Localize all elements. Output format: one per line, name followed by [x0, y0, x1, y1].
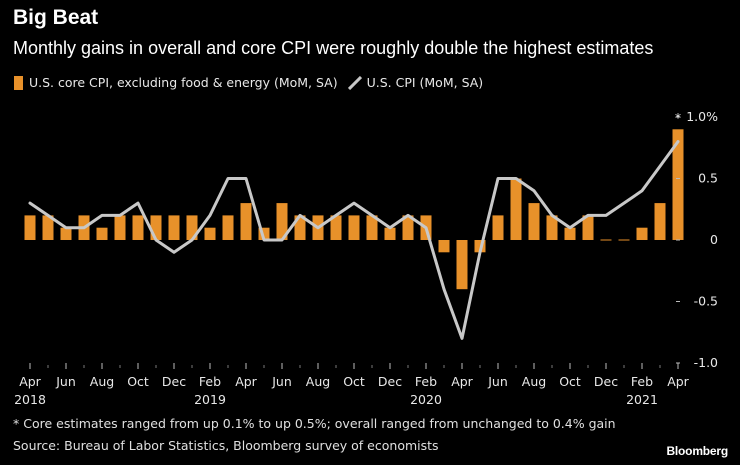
- core-cpi-bar: [510, 178, 522, 240]
- core-cpi-bar: [114, 215, 126, 240]
- core-cpi-bar: [636, 227, 648, 240]
- core-cpi-bar: [240, 203, 252, 240]
- core-cpi-bar: [294, 215, 306, 240]
- x-tick-year-label: 2021: [626, 392, 658, 407]
- core-cpi-bar: [528, 203, 540, 240]
- core-cpi-bar: [366, 215, 378, 240]
- core-cpi-bar: [654, 203, 666, 240]
- x-tick-label: Apr: [451, 374, 473, 389]
- core-cpi-bar: [402, 215, 414, 240]
- x-tick-label: Feb: [415, 374, 437, 389]
- legend-core-label: U.S. core CPI, excluding food & energy (…: [29, 75, 338, 90]
- core-cpi-bar: [132, 215, 144, 240]
- core-cpi-bar: [96, 227, 108, 240]
- x-tick-label: Apr: [667, 374, 689, 389]
- core-cpi-bar: [546, 215, 558, 240]
- core-cpi-bar: [348, 215, 360, 240]
- chart-title: Big Beat: [13, 6, 99, 29]
- x-tick-label: Aug: [90, 374, 114, 389]
- x-tick-year-label: 2020: [410, 392, 442, 407]
- x-tick-label: Aug: [306, 374, 330, 389]
- x-tick-label: Dec: [162, 374, 186, 389]
- core-cpi-bar: [438, 240, 450, 253]
- y-tick-label: 1.0%: [686, 109, 718, 124]
- x-tick-label: Jun: [271, 374, 292, 389]
- legend-cpi-label: U.S. CPI (MoM, SA): [366, 75, 484, 90]
- core-cpi-bar: [258, 227, 270, 240]
- core-cpi-bar: [222, 215, 234, 240]
- x-tick-label: Jun: [487, 374, 508, 389]
- y-tick-label: -1.0: [694, 355, 718, 370]
- core-cpi-bar: [384, 227, 396, 240]
- x-tick-label: Oct: [127, 374, 149, 389]
- chart-legend: U.S. core CPI, excluding food & energy (…: [14, 75, 483, 90]
- footnote: * Core estimates ranged from up 0.1% to …: [13, 416, 616, 431]
- source-note: Source: Bureau of Labor Statistics, Bloo…: [13, 438, 439, 453]
- x-tick-year-label: 2019: [194, 392, 226, 407]
- core-cpi-bar: [330, 215, 342, 240]
- core-cpi-bar: [600, 239, 612, 241]
- y-tick-label: 0: [710, 232, 718, 247]
- x-tick-year-label: 2018: [14, 392, 46, 407]
- x-tick-label: Apr: [19, 374, 41, 389]
- core-cpi-bar: [42, 215, 54, 240]
- x-tick-label: Apr: [235, 374, 257, 389]
- core-cpi-bar: [60, 227, 72, 240]
- core-cpi-bar: [168, 215, 180, 240]
- core-cpi-bar: [204, 227, 216, 240]
- core-cpi-bar: [276, 203, 288, 240]
- core-cpi-bar: [618, 239, 630, 241]
- x-tick-label: Oct: [559, 374, 581, 389]
- y-tick-label: -0.5: [694, 294, 718, 309]
- core-cpi-bar: [186, 215, 198, 240]
- core-cpi-bar: [672, 129, 684, 240]
- bloomberg-logo: Bloomberg: [666, 444, 728, 458]
- chart-subtitle: Monthly gains in overall and core CPI we…: [13, 38, 654, 58]
- x-tick-label: Dec: [594, 374, 618, 389]
- cpi-line: [28, 140, 680, 340]
- x-tick-label: Oct: [343, 374, 365, 389]
- core-cpi-bar: [150, 215, 162, 240]
- legend-cpi-swatch: [347, 75, 362, 90]
- core-cpi-bar: [456, 240, 468, 290]
- core-cpi-bar: [24, 215, 36, 240]
- core-cpi-bar: [564, 227, 576, 240]
- x-tick-label: Dec: [378, 374, 402, 389]
- core-cpi-bar: [582, 215, 594, 240]
- legend-core-swatch: [14, 75, 23, 90]
- x-tick-label: Jun: [55, 374, 76, 389]
- y-tick-label: 0.5: [698, 171, 718, 186]
- x-tick-label: Feb: [199, 374, 221, 389]
- core-cpi-bar: [492, 215, 504, 240]
- annotation-asterisk: *: [675, 110, 681, 125]
- x-tick-label: Feb: [631, 374, 653, 389]
- x-tick-label: Aug: [522, 374, 546, 389]
